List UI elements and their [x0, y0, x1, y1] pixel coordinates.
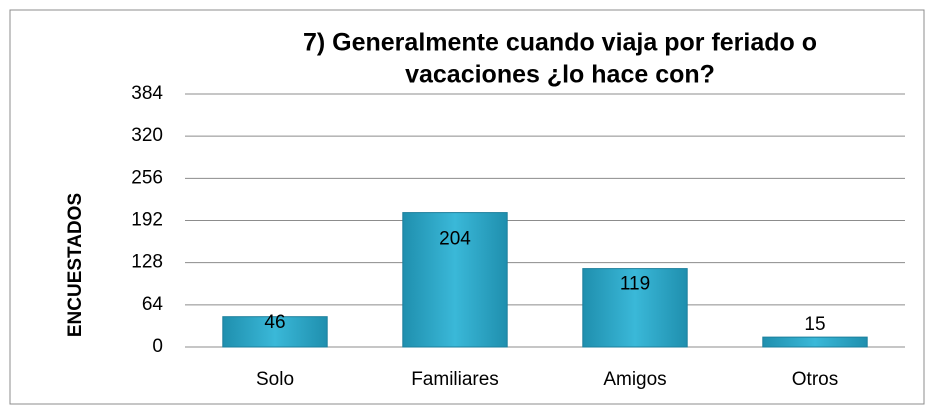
bar — [222, 316, 328, 348]
y-tick-label: 384 — [131, 83, 163, 104]
bar — [582, 268, 688, 348]
y-axis-label: ENCUESTADOS — [65, 193, 86, 337]
bar — [762, 336, 868, 348]
data-label: 204 — [439, 228, 471, 249]
data-label: 46 — [264, 312, 285, 333]
y-tick-label: 192 — [131, 210, 163, 231]
y-tick-label: 0 — [152, 336, 163, 357]
x-tick-label: Solo — [256, 369, 294, 390]
y-tick-label: 64 — [142, 294, 164, 315]
chart-title: vacaciones ¿lo hace con? — [405, 61, 715, 89]
x-tick-label: Amigos — [603, 369, 666, 390]
y-tick-label: 320 — [131, 125, 163, 146]
chart-title: 7) Generalmente cuando viaja por feriado… — [303, 29, 817, 57]
data-label: 119 — [620, 273, 650, 294]
y-tick-label: 256 — [131, 167, 163, 188]
bar — [402, 212, 508, 348]
data-label: 15 — [804, 314, 825, 335]
x-tick-label: Familiares — [411, 369, 499, 390]
x-tick-label: Otros — [792, 369, 838, 390]
y-tick-label: 128 — [131, 252, 163, 273]
